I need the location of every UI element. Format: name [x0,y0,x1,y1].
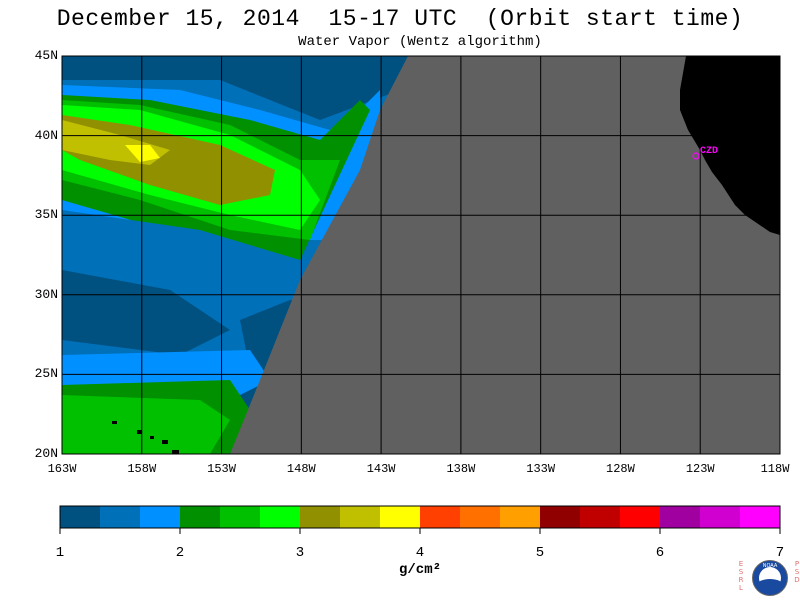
colorbar-swatch [540,506,581,528]
map-subtitle: Water Vapor (Wentz algorithm) [298,34,542,50]
band-dark-core [62,270,230,355]
band-green-south [62,395,230,454]
graticule [62,56,780,454]
noaa-emblem-icon: NOAA [752,560,788,596]
colorbar-swatch [140,506,181,528]
longitude-label: 158W [127,462,157,476]
longitude-label: 163W [47,462,77,476]
colorbar-swatch [500,506,541,528]
latitude-label: 40N [34,127,58,143]
colorbar-tick-label: 4 [415,545,425,561]
longitude-label: 133W [526,462,556,476]
longitude-label: 128W [606,462,635,476]
colorbar-tick-label: 3 [295,545,305,561]
colorbar-swatch [260,506,301,528]
map-title: December 15, 2014 15-17 UTC (Orbit start… [56,6,744,32]
colorbar-swatch [620,506,661,528]
colorbar [60,506,781,528]
colorbar-units: g/cm² [398,562,441,578]
land-coastline [680,56,780,235]
station-marker-icon [692,152,700,160]
colorbar-swatch [180,506,221,528]
colorbar-tick-label: 6 [655,545,665,561]
hawaii-islands [112,421,179,454]
band-yellow [125,145,160,162]
colorbar-tick-label: 2 [175,545,185,561]
longitude-label: 138W [446,462,476,476]
colorbar-swatch [740,506,781,528]
colorbar-tick-label: 1 [55,545,65,561]
latitude-label: 35N [34,207,58,223]
latitude-label: 25N [34,366,58,382]
longitude-label: 118W [760,462,790,476]
longitude-label: 143W [366,462,396,476]
map-frame [61,55,781,455]
water-vapor-field [62,56,780,454]
colorbar-swatch [220,506,261,528]
colorbar-swatch [700,506,741,528]
latitude-label: 20N [34,446,58,461]
longitude-label: 123W [685,462,715,476]
colorbar-swatch [380,506,421,528]
colorbar-ticks [59,528,781,534]
colorbar-swatch [460,506,501,528]
latitude-label: 45N [34,48,58,63]
colorbar-tick-label: 5 [535,545,545,561]
colorbar-swatch [100,506,141,528]
no-data-region [230,56,780,454]
longitude-label: 153W [207,462,236,476]
colorbar-tick-label: 7 [775,545,785,561]
longitude-label: 148W [286,462,316,476]
colorbar-swatch [340,506,381,528]
colorbar-swatch [60,506,101,528]
colorbar-swatch [420,506,461,528]
colorbar-swatch [580,506,621,528]
colorbar-swatch [660,506,701,528]
colorbar-swatch [300,506,341,528]
latitude-label: 30N [34,286,58,302]
station-label: CZD [700,146,719,157]
